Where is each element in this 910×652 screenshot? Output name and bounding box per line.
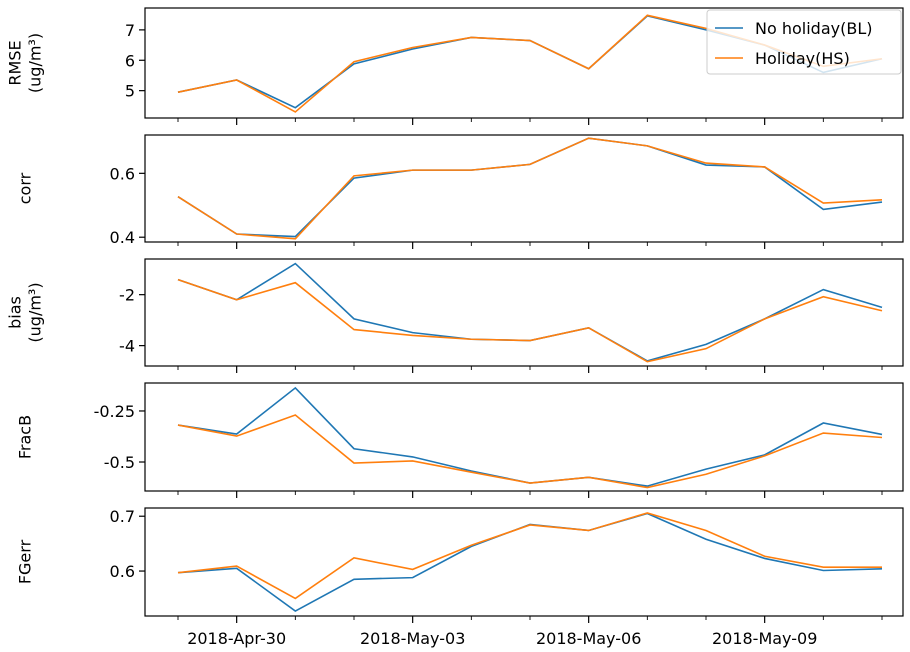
axes-frame xyxy=(144,134,904,243)
series-line xyxy=(177,512,883,613)
y-axis-label: (ug/m³) xyxy=(26,282,45,342)
series-line xyxy=(177,137,883,240)
y-tick-label: -2 xyxy=(119,286,135,305)
x-tick-label: 2018-May-06 xyxy=(536,629,641,648)
y-tick-label: 5 xyxy=(125,82,135,101)
series-line xyxy=(177,512,882,600)
x-tick-label: 2018-May-09 xyxy=(712,629,817,648)
legend: No holiday(BL) Holiday(HS) xyxy=(706,9,902,75)
series-line xyxy=(177,137,883,238)
x-tick-label: 2018-Apr-30 xyxy=(187,629,286,648)
y-tick-label: -0.5 xyxy=(104,453,135,472)
y-tick-label: 0.6 xyxy=(110,562,135,581)
y-axis-label: FGerr xyxy=(16,539,35,584)
y-tick-label: 0.7 xyxy=(110,507,135,526)
axes-frame xyxy=(144,382,904,492)
x-tick-label: 2018-May-03 xyxy=(360,629,465,648)
series-line xyxy=(177,414,883,489)
y-axis-label: corr xyxy=(16,172,35,204)
legend-box xyxy=(706,9,902,75)
series-line xyxy=(177,278,883,363)
axes-frame xyxy=(144,7,904,119)
y-axis-label: bias xyxy=(6,296,25,329)
y-axis-label: FracB xyxy=(16,415,35,459)
series-line xyxy=(177,386,883,487)
axes-frame xyxy=(144,507,904,617)
y-axis-label: (ug/m³) xyxy=(26,33,45,93)
axes-frame xyxy=(144,258,904,367)
y-tick-label: 6 xyxy=(125,51,135,70)
y-tick-label: 0.6 xyxy=(110,164,135,183)
y-tick-label: 7 xyxy=(125,21,135,40)
series-line xyxy=(177,262,883,362)
legend-label: No holiday(BL) xyxy=(755,19,872,38)
y-tick-label: 0.4 xyxy=(110,228,135,247)
y-tick-label: -4 xyxy=(119,337,135,356)
y-axis-label: RMSE xyxy=(6,40,25,85)
legend-label: Holiday(HS) xyxy=(755,49,850,68)
y-tick-label: -0.25 xyxy=(94,402,135,421)
